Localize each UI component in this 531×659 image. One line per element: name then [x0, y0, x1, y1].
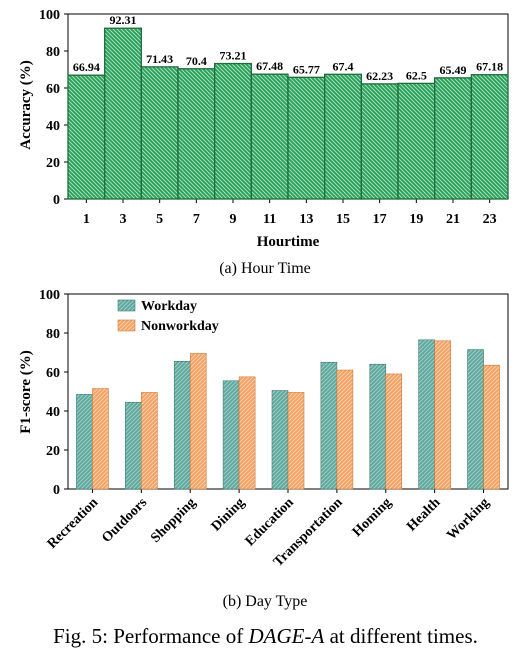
x-tick-label: 19 — [409, 212, 423, 227]
legend: Workday Nonworkday — [117, 299, 219, 334]
y-tick-label: 40 — [46, 405, 60, 420]
y-tick-label: 0 — [53, 193, 60, 208]
x-tick-label: 23 — [483, 212, 497, 227]
bar — [271, 390, 289, 490]
x-tick-label: Recreation — [45, 495, 102, 552]
x-axis-title: Hourtime — [257, 234, 320, 250]
bar — [238, 376, 256, 490]
data-label: 67.48 — [256, 59, 283, 73]
x-tick-label: 21 — [446, 212, 460, 227]
value-labels: 66.94 92.31 71.43 70.4 73.21 67.48 65.77 67.4 62… — [73, 13, 503, 83]
y-tick-label: 60 — [46, 366, 60, 381]
x-tick-label: 11 — [263, 212, 276, 227]
bar — [214, 62, 252, 200]
bar — [104, 27, 142, 200]
bar — [125, 401, 142, 490]
y-axis-title: F1-score (%) — [18, 350, 34, 433]
bar — [250, 73, 289, 200]
x-tick-label: Homing — [350, 495, 395, 540]
caption-suffix: at different times. — [324, 624, 478, 648]
data-label: 71.43 — [146, 52, 173, 66]
y-tick-label: 40 — [46, 119, 60, 134]
bar — [397, 82, 436, 200]
legend-swatch-nonworkday — [117, 319, 136, 332]
data-label: 62.23 — [366, 69, 393, 83]
y-tick-label: 20 — [46, 444, 60, 459]
bar — [287, 76, 326, 200]
y-axis-title: Accuracy (%) — [18, 60, 34, 150]
x-tick-label: Health — [404, 495, 443, 534]
y-tick-label: 100 — [39, 8, 60, 23]
data-label: 65.49 — [440, 63, 467, 77]
data-label: 67.4 — [333, 59, 354, 73]
bar — [467, 349, 484, 490]
bar — [287, 392, 305, 490]
x-tick-label: 13 — [299, 212, 313, 227]
x-tick-label: 17 — [373, 212, 387, 227]
bars — [76, 339, 500, 490]
y-tick-label: 20 — [46, 156, 60, 171]
subcaption: (a) Hour Time — [219, 260, 311, 277]
x-tick-label: Working — [444, 495, 492, 543]
subcaption: (b) Day Type — [223, 593, 308, 610]
data-label: 65.77 — [293, 62, 320, 76]
bar — [141, 392, 158, 490]
x-tick-label: 3 — [120, 212, 127, 227]
data-label: 62.5 — [406, 68, 427, 82]
legend-label-nonworkday: Nonworkday — [141, 319, 219, 334]
y-tick-label: 60 — [46, 82, 60, 97]
bar — [434, 340, 451, 490]
bar — [140, 66, 179, 200]
y-tick-label: 80 — [46, 327, 60, 342]
bar — [324, 73, 362, 200]
bar — [320, 361, 338, 490]
bar — [336, 369, 354, 490]
bar — [483, 364, 500, 490]
bar — [173, 360, 191, 490]
bar — [360, 83, 399, 200]
x-tick-label: 5 — [156, 212, 163, 227]
bar — [222, 380, 240, 490]
y-tick-label: 0 — [53, 483, 60, 498]
legend-label-workday: Workday — [141, 299, 197, 314]
bar — [369, 363, 387, 490]
bar — [434, 77, 472, 200]
x-tick-label: 7 — [193, 212, 200, 227]
caption-method: DAGE-A — [248, 624, 325, 648]
legend-swatch-workday — [117, 299, 136, 312]
x-tick-label: Outdoors — [99, 495, 150, 546]
bar — [385, 373, 403, 490]
bar — [92, 388, 109, 490]
bar — [418, 339, 435, 490]
bar — [76, 394, 93, 490]
y-tick-label: 80 — [46, 45, 60, 60]
x-tick-label: Shopping — [148, 495, 199, 546]
figure-caption: Fig. 5: Performance of DAGE-A at differe… — [0, 624, 531, 649]
data-label: 73.21 — [220, 49, 247, 63]
data-label: 70.4 — [186, 54, 207, 68]
x-tick-label: 15 — [336, 212, 350, 227]
y-tick-label: 100 — [39, 288, 60, 303]
data-label: 66.94 — [73, 60, 100, 74]
x-tick-label: 1 — [83, 212, 90, 227]
data-label: 67.18 — [476, 60, 503, 74]
x-tick-label: 9 — [230, 212, 237, 227]
caption-prefix: Fig. 5: Performance of — [53, 624, 249, 648]
x-tick-label: Dining — [209, 495, 248, 534]
bar — [67, 74, 106, 200]
bar — [470, 74, 509, 200]
bars — [67, 27, 509, 200]
bar — [177, 68, 216, 200]
data-label: 92.31 — [110, 13, 137, 27]
bar — [189, 353, 207, 490]
